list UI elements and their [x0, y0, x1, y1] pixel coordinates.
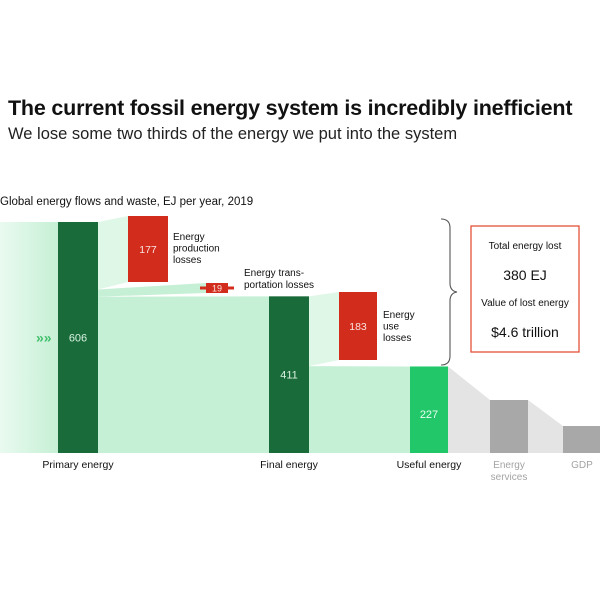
label-layer: 60641122717719183»»Energyproductionlosse…: [36, 218, 593, 483]
loss-label-production: production: [173, 244, 220, 255]
stage-label-final: Final energy: [260, 459, 319, 471]
flow-useful-to-services: [448, 366, 490, 453]
inflow-band: [0, 222, 58, 453]
stage-label-services: Energy: [493, 460, 525, 471]
bar-layer: [58, 216, 600, 453]
flow-final-to-useful: [309, 366, 410, 453]
loss-label-production: Energy: [173, 232, 205, 243]
bar-useful-energy: [410, 366, 448, 453]
stage-label-gdp: GDP: [571, 460, 593, 471]
summary-total-lost-label: Total energy lost: [489, 241, 562, 252]
bar-gdp: [563, 426, 600, 453]
loss-box-transport-arms: [200, 286, 234, 290]
bar-final-energy: [269, 296, 309, 453]
value-label-production-loss: 177: [139, 244, 157, 256]
loss-label-transport: portation losses: [244, 280, 314, 291]
flow-primary-to-final: [98, 296, 269, 453]
bar-energy-services: [490, 400, 528, 453]
loss-label-transport: Energy trans-: [244, 268, 304, 279]
page-title: The current fossil energy system is incr…: [8, 96, 573, 120]
loss-label-use: Energy: [383, 310, 415, 321]
summary-total-lost-value: 380 EJ: [503, 267, 547, 283]
loss-box-production: [128, 216, 168, 282]
inflow-arrow-icon: »»: [36, 330, 52, 346]
summary-lost-value-value: $4.6 trillion: [491, 324, 559, 340]
loss-label-use: use: [383, 322, 400, 333]
page-subtitle: We lose some two thirds of the energy we…: [8, 125, 458, 143]
flow-transport-loss: [98, 283, 206, 297]
brace-icon: [440, 218, 458, 366]
summary-box: [470, 225, 580, 353]
loss-label-use: losses: [383, 333, 411, 344]
value-label-useful: 227: [420, 409, 438, 421]
stage-label-useful: Useful energy: [397, 459, 463, 471]
stage-label-primary: Primary energy: [42, 459, 114, 471]
chart-title: Global energy flows and waste, EJ per ye…: [0, 196, 254, 208]
loss-box-use: [339, 292, 377, 360]
loss-label-production: losses: [173, 255, 201, 266]
flow-services-to-gdp: [528, 400, 563, 453]
bar-primary-energy: [58, 222, 98, 453]
value-label-final: 411: [280, 370, 298, 382]
value-label-primary: 606: [69, 333, 87, 345]
flow-layer: [0, 216, 563, 453]
stage-label-services: services: [491, 472, 528, 483]
flow-use-loss: [309, 292, 339, 367]
value-label-transport-loss: 19: [212, 284, 222, 294]
value-label-use-loss: 183: [349, 321, 367, 333]
summary-lost-value-label: Value of lost energy: [481, 298, 569, 309]
flow-production-loss: [98, 216, 128, 290]
